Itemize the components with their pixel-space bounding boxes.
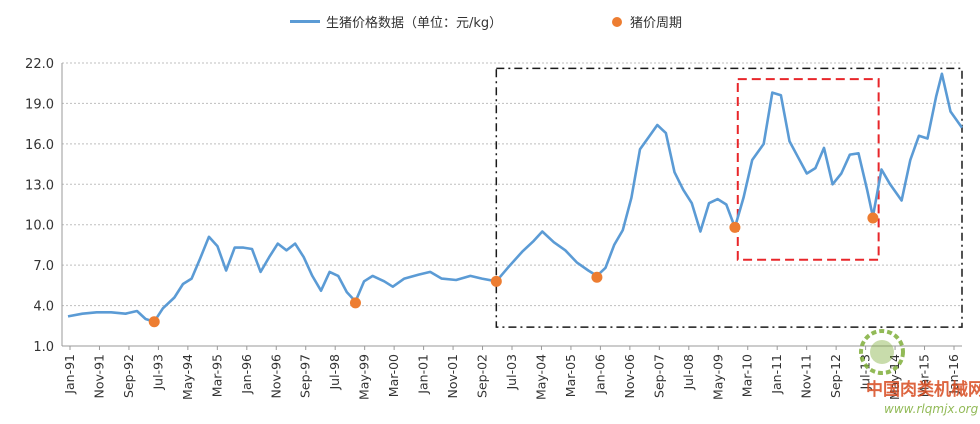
x-axis: Jan-91 Nov-91 Sep-92 Jul-93 May-94 Mar-95 Jan-… xyxy=(61,63,962,400)
x-tick-label: Nov-01 xyxy=(445,354,460,398)
y-tick-label: 10.0 xyxy=(25,219,54,234)
watermark-url: www.rlqmjx.org xyxy=(884,402,979,416)
x-tick-label: Mar-00 xyxy=(386,354,401,397)
x-tick-label: May-09 xyxy=(710,354,725,400)
y-tick-label: 13.0 xyxy=(25,178,54,193)
series-layer xyxy=(67,72,964,323)
x-tick-label: Jan-01 xyxy=(416,354,431,395)
x-tick-label: Mar-95 xyxy=(209,354,224,397)
x-tick-label: Sep-97 xyxy=(298,354,313,398)
legend-dot-swatch xyxy=(612,16,622,27)
watermark-title: 中国肉类机械网 xyxy=(866,379,980,400)
y-tick-label: 19.0 xyxy=(25,97,54,112)
cycle-point xyxy=(148,316,160,328)
x-tick-label: Mar-10 xyxy=(740,354,755,397)
y-tick-label: 22.0 xyxy=(25,57,54,72)
x-tick-label: Nov-11 xyxy=(799,354,814,398)
x-tick-label: Jan-11 xyxy=(769,354,784,395)
legend-item-cycle[interactable]: 猪价周期 xyxy=(612,12,682,31)
cycle-point xyxy=(867,212,879,224)
x-tick-label: Jul-98 xyxy=(327,354,342,391)
cycle-point xyxy=(490,275,502,287)
red-dashed-box xyxy=(736,78,880,261)
legend-item-price[interactable]: 生猪价格数据（单位：元/kg） xyxy=(290,12,502,31)
cycle-points xyxy=(148,212,879,328)
cycle-point xyxy=(349,297,361,309)
x-tick-label: Jul-03 xyxy=(504,354,519,391)
annotations xyxy=(495,67,963,328)
y-axis-ticks: 1.0 4.0 7.0 10.0 13.0 16.0 19.0 22.0 xyxy=(25,57,54,355)
y-tick-label: 1.0 xyxy=(33,340,54,355)
x-tick-label: Sep-92 xyxy=(121,354,136,398)
x-tick-label: Jul-93 xyxy=(150,354,165,391)
legend-label-cycle: 猪价周期 xyxy=(630,16,683,31)
cycle-point xyxy=(591,271,603,283)
x-tick-label: May-99 xyxy=(357,354,372,400)
legend: 生猪价格数据（单位：元/kg） 猪价周期 xyxy=(0,12,980,36)
x-tick-label: Mar-05 xyxy=(563,354,578,397)
x-tick-label: Nov-06 xyxy=(622,354,637,399)
x-tick-label: Jul-13 xyxy=(858,354,873,391)
price-line xyxy=(67,72,964,323)
x-tick-label: Jan-06 xyxy=(592,354,607,395)
cycle-point xyxy=(729,221,741,233)
x-tick-label: May-94 xyxy=(180,354,195,400)
gridlines xyxy=(62,62,962,307)
watermark: 中国肉类机械网 www.rlqmjx.org xyxy=(859,329,980,416)
x-tick-label: Jul-08 xyxy=(681,354,696,391)
watermark-logo-icon xyxy=(870,340,894,364)
y-tick-label: 16.0 xyxy=(25,138,54,153)
x-tick-label: Sep-12 xyxy=(828,354,843,398)
legend-label-price: 生猪价格数据（单位：元/kg） xyxy=(326,16,503,31)
y-tick-label: 7.0 xyxy=(33,259,54,274)
x-tick-label: May-14 xyxy=(887,354,902,400)
x-tick-label: Jan-96 xyxy=(239,354,254,395)
legend-line-swatch xyxy=(290,20,320,23)
watermark-gear-icon xyxy=(859,329,905,375)
x-tick-label: Sep-07 xyxy=(651,354,666,398)
black-dashdot-box xyxy=(495,67,963,328)
x-tick-label: Jan-16 xyxy=(946,354,961,395)
x-tick-label: Nov-91 xyxy=(91,354,106,398)
x-tick-label: Nov-96 xyxy=(268,354,283,399)
x-tick-label: Mar-15 xyxy=(917,354,932,397)
x-tick-label: Sep-02 xyxy=(475,354,490,398)
y-tick-label: 4.0 xyxy=(33,300,54,315)
x-tick-label: May-04 xyxy=(533,354,548,400)
x-tick-label: Jan-91 xyxy=(62,354,77,395)
